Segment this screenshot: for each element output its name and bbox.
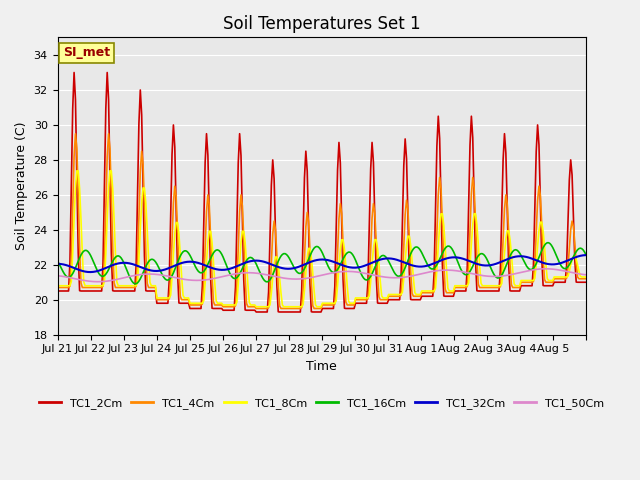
TC1_2Cm — [580, 279, 588, 285]
TC1_8Cm — [512, 283, 520, 288]
TC1_50Cm — [88, 278, 96, 284]
TC1_32Cm — [327, 258, 335, 264]
TC1_2Cm — [582, 279, 589, 285]
TC1_50Cm — [431, 268, 439, 274]
TC1_50Cm — [582, 272, 589, 277]
X-axis label: Time: Time — [307, 360, 337, 373]
Legend: TC1_2Cm, TC1_4Cm, TC1_8Cm, TC1_16Cm, TC1_32Cm, TC1_50Cm: TC1_2Cm, TC1_4Cm, TC1_8Cm, TC1_16Cm, TC1… — [35, 394, 609, 414]
TC1_50Cm — [510, 271, 518, 277]
TC1_8Cm — [328, 300, 336, 306]
TC1_4Cm — [90, 285, 97, 290]
TC1_16Cm — [582, 252, 589, 257]
TC1_32Cm — [579, 252, 587, 258]
TC1_16Cm — [88, 255, 96, 261]
TC1_16Cm — [131, 281, 139, 287]
TC1_4Cm — [54, 285, 61, 290]
TC1_2Cm — [73, 171, 81, 177]
TC1_4Cm — [72, 131, 79, 137]
TC1_32Cm — [54, 261, 61, 267]
TC1_8Cm — [433, 266, 441, 272]
Line: TC1_50Cm: TC1_50Cm — [58, 269, 586, 282]
TC1_2Cm — [328, 306, 336, 312]
TC1_50Cm — [580, 272, 588, 277]
TC1_4Cm — [580, 276, 588, 282]
TC1_8Cm — [73, 168, 81, 174]
TC1_2Cm — [433, 143, 441, 149]
TC1_16Cm — [580, 249, 588, 255]
Line: TC1_8Cm: TC1_8Cm — [58, 171, 586, 307]
TC1_16Cm — [431, 264, 439, 270]
TC1_2Cm — [252, 309, 260, 315]
TC1_50Cm — [93, 279, 101, 285]
Line: TC1_16Cm: TC1_16Cm — [58, 243, 586, 284]
Y-axis label: Soil Temperature (C): Soil Temperature (C) — [15, 122, 28, 250]
TC1_4Cm — [73, 146, 81, 152]
Title: Soil Temperatures Set 1: Soil Temperatures Set 1 — [223, 15, 420, 33]
TC1_32Cm — [582, 252, 589, 258]
Text: SI_met: SI_met — [63, 46, 110, 59]
TC1_50Cm — [54, 273, 61, 278]
TC1_2Cm — [54, 288, 61, 294]
Line: TC1_2Cm: TC1_2Cm — [58, 72, 586, 312]
TC1_4Cm — [252, 306, 260, 312]
TC1_4Cm — [582, 276, 589, 282]
TC1_32Cm — [72, 265, 79, 271]
Line: TC1_4Cm: TC1_4Cm — [58, 134, 586, 309]
TC1_50Cm — [542, 266, 550, 272]
TC1_8Cm — [582, 274, 589, 280]
TC1_50Cm — [72, 276, 79, 282]
TC1_8Cm — [252, 304, 260, 310]
TC1_8Cm — [90, 283, 97, 288]
TC1_50Cm — [327, 270, 335, 276]
TC1_2Cm — [70, 70, 78, 75]
TC1_4Cm — [512, 285, 520, 290]
TC1_4Cm — [328, 302, 336, 308]
TC1_2Cm — [90, 288, 97, 294]
TC1_16Cm — [510, 247, 518, 253]
TC1_2Cm — [512, 288, 520, 294]
Line: TC1_32Cm: TC1_32Cm — [58, 255, 586, 272]
TC1_16Cm — [545, 240, 552, 246]
TC1_16Cm — [72, 265, 79, 271]
TC1_32Cm — [510, 254, 518, 260]
TC1_8Cm — [54, 283, 61, 288]
TC1_32Cm — [90, 269, 97, 275]
TC1_4Cm — [433, 229, 441, 235]
TC1_16Cm — [54, 258, 61, 264]
TC1_16Cm — [327, 268, 335, 274]
TC1_8Cm — [580, 274, 588, 280]
TC1_32Cm — [87, 269, 95, 275]
TC1_32Cm — [431, 260, 439, 265]
TC1_8Cm — [72, 185, 79, 191]
